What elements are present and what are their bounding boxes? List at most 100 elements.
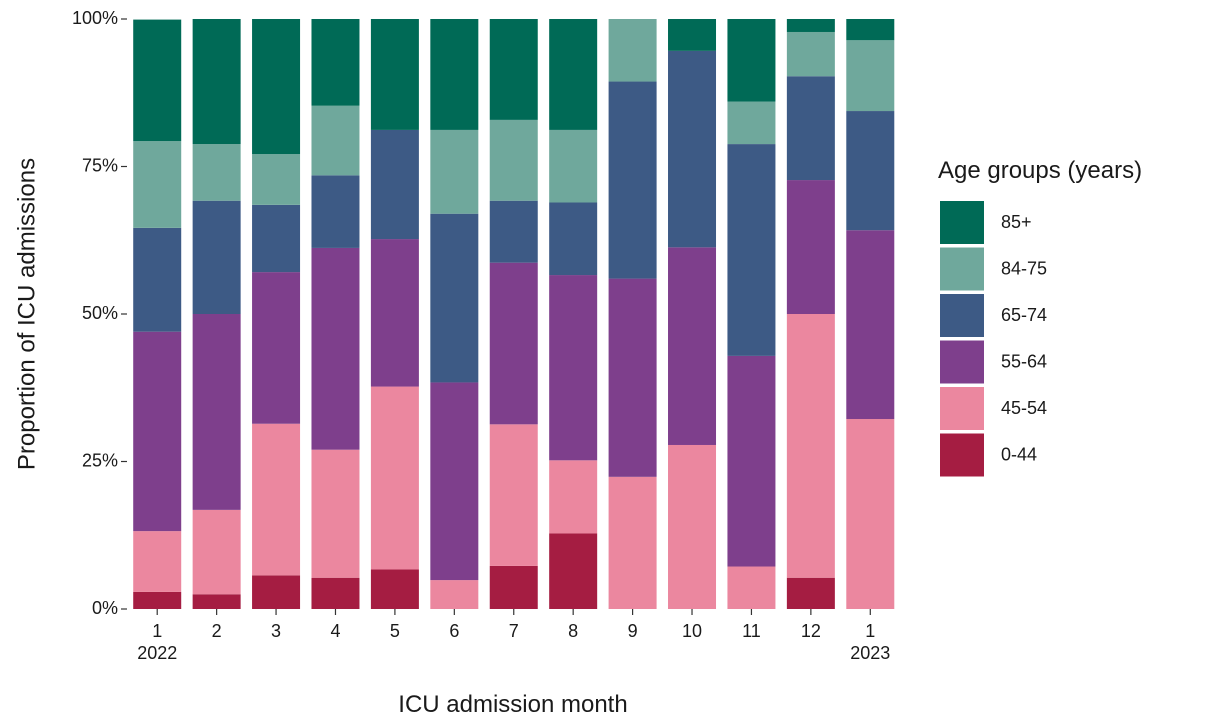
bar-segment [786,577,835,609]
bar-segment [252,423,301,576]
bar-segment [608,19,657,82]
bar-segment [192,144,241,201]
x-tick-label: 11 [742,621,761,641]
bar-segment [489,565,538,609]
bar-segment [430,129,479,214]
bar-segment [786,180,835,314]
bar-segment [549,129,598,203]
bar-segment [489,19,538,120]
bar-segment [489,262,538,425]
bar-segment [133,19,182,142]
bar-segment [192,200,241,314]
bar-segment [133,591,182,609]
legend-label: 55-64 [1001,351,1047,371]
bar-segment [311,577,360,609]
x-tick-label: 4 [330,621,340,641]
x-tick-label: 7 [509,621,519,641]
bar-segment [192,509,241,595]
bar-segment [430,382,479,581]
x-tick-label: 1 2022 [137,621,177,663]
bar-segment [727,19,776,102]
bar-segment [846,230,895,420]
bar-segment [786,314,835,578]
bar-segment [489,200,538,263]
bar-segment [252,272,301,424]
bar-segment [668,444,717,609]
legend-title: Age groups (years) [938,157,1142,184]
x-tick-label: 8 [568,621,578,641]
bar-segment [549,275,598,461]
bar-segment [549,460,598,534]
legend-label: 45-54 [1001,398,1047,418]
bar-segment [549,533,598,609]
y-tick-label: 0% [92,598,118,618]
legend-key [940,201,984,244]
bar-segment [370,239,419,387]
legend-key [940,247,984,291]
bar-segment [549,202,598,276]
bar-segment [311,105,360,176]
bar-segment [846,419,895,609]
bar-segment [133,227,182,332]
bar-segment [549,19,598,130]
bar-segment [727,355,776,567]
bar-segment [370,386,419,570]
bar-segment [311,449,360,578]
bar-segment [370,129,419,240]
bar-segment [727,566,776,609]
bar-segment [252,19,301,155]
bar-segment [786,31,835,77]
x-tick-label: 6 [449,621,459,641]
bar-segment [192,594,241,609]
bar-segment [192,19,241,145]
x-axis-title: ICU admission month [398,691,627,718]
legend-label: 85+ [1001,212,1032,232]
legend-key [940,340,984,384]
bar-segment [252,575,301,609]
bar-segment [430,580,479,609]
bar-segment [846,19,895,41]
legend-key [940,433,984,477]
bar-segment [430,19,479,130]
bar-segment [370,569,419,609]
bar-segment [608,278,657,477]
bar-segment [311,175,360,248]
bar-segment [430,213,479,383]
x-tick-label: 9 [628,621,638,641]
bar-segment [489,424,538,566]
legend-key [940,294,984,337]
y-axis-title: Proportion of ICU admissions [13,158,40,470]
legend-key [940,387,984,430]
bar-segment [489,119,538,201]
bar-segment [133,331,182,532]
bar-segment [846,40,895,112]
bar-segment [370,19,419,130]
bar-segment [846,111,895,231]
bar-segment [608,476,657,609]
bar-segment [727,101,776,145]
bar-segment [311,247,360,450]
legend-label: 0-44 [1001,444,1037,464]
bar-segment [727,144,776,356]
bar-segment [608,81,657,279]
bar-segment [252,204,301,273]
legend-label: 65-74 [1001,305,1047,325]
x-tick-label: 5 [390,621,400,641]
bar-segment [311,19,360,106]
bar-segment [668,247,717,445]
y-tick-label: 25% [82,450,118,470]
bar-segment [668,19,717,51]
bar-segment [192,314,241,510]
x-tick-label: 3 [271,621,281,641]
bar-segment [786,76,835,181]
legend-label: 84-75 [1001,258,1047,278]
y-tick-label: 75% [82,155,118,175]
bar-segment [786,19,835,32]
bar-segment [133,141,182,228]
bar-segment [252,154,301,205]
y-tick-label: 100% [72,8,118,28]
y-tick-label: 50% [82,303,118,323]
x-tick-label: 10 [682,621,702,641]
x-tick-label: 1 2023 [850,621,890,663]
